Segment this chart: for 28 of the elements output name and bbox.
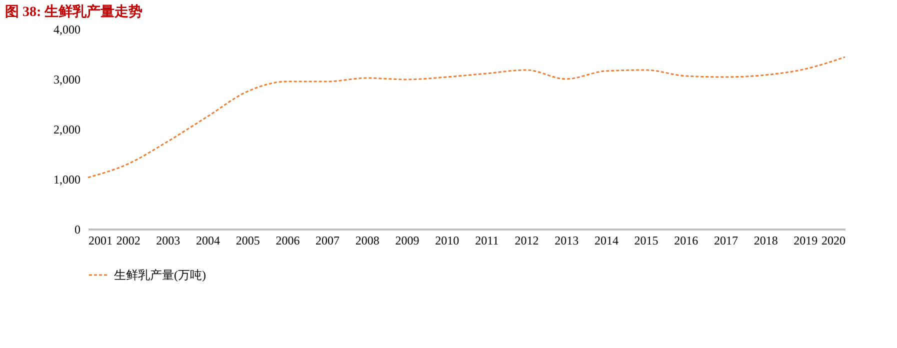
x-tick-label: 2007: [316, 234, 340, 248]
y-tick-label: 2,000: [54, 122, 80, 136]
x-tick-label: 2015: [634, 234, 658, 248]
x-tick-label: 2001: [88, 234, 112, 248]
legend-label: 生鲜乳产量(万吨): [114, 268, 206, 282]
x-tick-label: 2003: [156, 234, 180, 248]
y-tick-label: 0: [74, 222, 80, 236]
x-tick-label: 2004: [196, 234, 220, 248]
x-tick-label: 2002: [116, 234, 140, 248]
x-tick-label: 2020: [822, 234, 846, 248]
y-tick-label: 3,000: [54, 72, 80, 86]
x-tick-label: 2016: [674, 234, 698, 248]
x-tick-label: 2005: [236, 234, 260, 248]
x-tick-label: 2012: [514, 234, 539, 248]
x-tick-label: 2009: [395, 234, 420, 248]
line-series: [87, 56, 846, 178]
x-tick-label: 2010: [435, 234, 460, 248]
x-tick-label: 2019: [794, 234, 818, 248]
y-tick-label: 1,000: [54, 172, 80, 186]
x-tick-label: 2006: [276, 234, 300, 248]
chart-title: 图 38: 生鲜乳产量走势: [5, 3, 143, 20]
x-tick-label: 2018: [754, 234, 778, 248]
x-tick-label: 2013: [554, 234, 579, 248]
y-tick-label: 4,000: [54, 22, 80, 36]
x-tick-label: 2014: [594, 234, 618, 248]
x-tick-label: 2017: [714, 234, 738, 248]
x-tick-label: 2011: [475, 234, 499, 248]
x-tick-label: 2008: [355, 234, 380, 248]
